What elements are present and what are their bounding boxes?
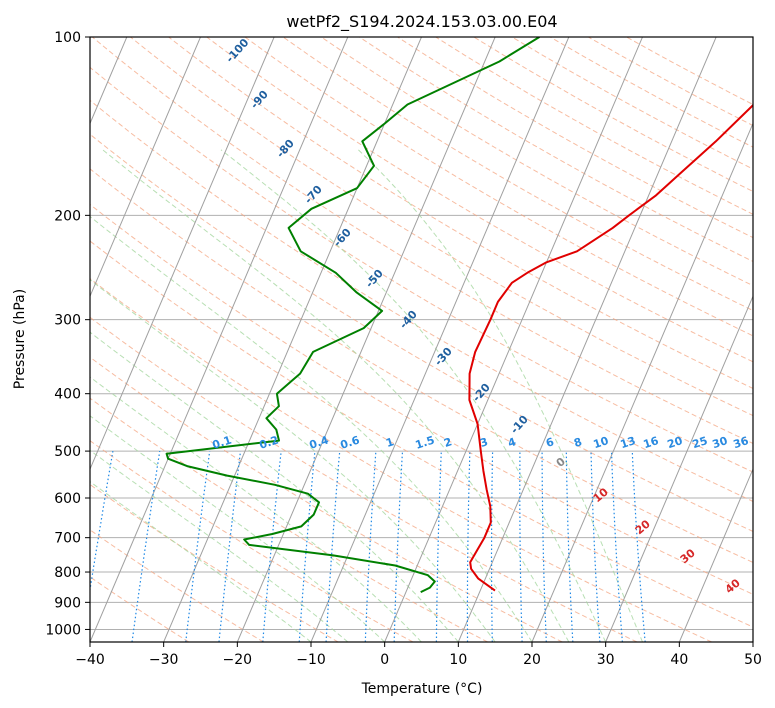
x-tick-label: 10 bbox=[449, 652, 467, 668]
mixing-ratio-line bbox=[298, 451, 316, 642]
x-tick-label: 20 bbox=[523, 652, 541, 668]
mixing-ratio-label: 0.6 bbox=[339, 433, 362, 451]
series-layer bbox=[165, 37, 753, 593]
y-tick-label: 900 bbox=[54, 595, 81, 611]
mixing-ratio-label: 25 bbox=[691, 434, 710, 451]
mixing-ratio-label: 8 bbox=[572, 435, 583, 450]
chart-title: wetPf2_S194.2024.153.03.00.E04 bbox=[286, 12, 557, 32]
y-axis-label: Pressure (hPa) bbox=[12, 289, 28, 389]
mixing-ratio-line bbox=[131, 451, 161, 642]
y-tick-label: 400 bbox=[54, 387, 81, 403]
y-tick-label: 500 bbox=[54, 444, 81, 460]
y-tick-label: 600 bbox=[54, 491, 81, 507]
dry-adiabat bbox=[91, 37, 753, 445]
mixing-ratio-label: 1.5 bbox=[414, 433, 437, 451]
y-tick-label: 100 bbox=[54, 30, 81, 46]
isotherm bbox=[457, 37, 717, 642]
mixing-ratio-label: 36 bbox=[732, 434, 751, 451]
isotherm bbox=[90, 37, 275, 471]
mixing-ratio-label: 0.4 bbox=[308, 433, 331, 451]
mixing-ratio-label: 0.1 bbox=[211, 433, 234, 451]
mixing-ratio-line bbox=[90, 450, 114, 594]
moist-adiabat bbox=[90, 215, 533, 642]
dry-adiabat bbox=[90, 133, 753, 533]
mixing-ratio-label: 6 bbox=[544, 435, 556, 450]
dry-adiabat bbox=[90, 440, 414, 642]
y-tick-label: 700 bbox=[54, 531, 81, 547]
isotherm bbox=[236, 37, 496, 642]
x-tick-label: −20 bbox=[223, 652, 253, 668]
y-axis: 100 200 300 400 500 600 700 800 900 1000 bbox=[45, 30, 90, 638]
x-tick-label: −30 bbox=[149, 652, 179, 668]
dry-adiabat bbox=[90, 240, 753, 628]
mixing-ratio-label: 1 bbox=[384, 435, 395, 450]
mixing-ratio-label: 2 bbox=[442, 435, 453, 450]
isotherm bbox=[678, 467, 753, 642]
mixing-ratio-label: 4 bbox=[506, 435, 518, 450]
dewpoint-profile bbox=[165, 37, 540, 593]
mixing-ratio-label: 13 bbox=[619, 434, 638, 451]
dry-adiabat bbox=[320, 37, 753, 287]
moist-adiabat bbox=[90, 415, 386, 642]
dry-adiabat bbox=[90, 397, 488, 642]
moist-adiabat bbox=[357, 149, 643, 642]
y-tick-label: 800 bbox=[54, 565, 81, 581]
dry-adiabat bbox=[90, 356, 563, 642]
mixing-ratio-label: 10 bbox=[592, 434, 611, 451]
moist-adiabat bbox=[90, 331, 459, 642]
mixing-ratio-line bbox=[185, 451, 211, 642]
background-lines bbox=[90, 37, 753, 642]
moist-adiabat bbox=[220, 149, 607, 642]
dry-adiabat bbox=[167, 37, 753, 389]
moist-adiabat bbox=[90, 481, 312, 642]
dry-adiabat bbox=[90, 316, 638, 642]
dry-adiabat bbox=[472, 37, 753, 193]
x-tick-label: 50 bbox=[744, 652, 762, 668]
isotherm bbox=[531, 122, 753, 642]
moist-adiabat bbox=[90, 376, 422, 642]
dry-adiabat bbox=[129, 37, 753, 417]
dry-adiabat bbox=[90, 203, 753, 595]
x-tick-label: 30 bbox=[597, 652, 615, 668]
x-axis-label: Temperature (°C) bbox=[361, 681, 483, 697]
isotherm bbox=[605, 295, 753, 642]
x-tick-label: −40 bbox=[75, 652, 105, 668]
plot-frame bbox=[89, 36, 754, 643]
isotherm bbox=[310, 37, 570, 642]
x-tick-label: −10 bbox=[296, 652, 326, 668]
dry-adiabat bbox=[396, 37, 753, 239]
mixing-ratio-label: 30 bbox=[711, 434, 730, 451]
mixing-ratio-label: 20 bbox=[666, 434, 685, 451]
dry-adiabat bbox=[434, 37, 753, 215]
x-axis: −40 −30 −20 −10 0 10 20 30 40 50 bbox=[75, 642, 762, 668]
y-tick-label: 200 bbox=[54, 208, 81, 224]
mixing-ratio-label: 16 bbox=[642, 434, 661, 451]
temperature-profile bbox=[468, 103, 753, 592]
mixing-ratio-line bbox=[631, 451, 646, 642]
mixing-ratio-label: 0.2 bbox=[258, 433, 281, 451]
isotherm bbox=[90, 37, 202, 298]
x-tick-label: 0 bbox=[380, 652, 389, 668]
isotherm bbox=[384, 37, 644, 642]
dry-adiabat bbox=[90, 278, 712, 642]
dry-adiabat bbox=[205, 37, 753, 363]
moist-adiabat bbox=[90, 279, 496, 642]
x-tick-label: 40 bbox=[670, 652, 688, 668]
isotherm bbox=[90, 37, 349, 642]
mixing-ratio-label: 3 bbox=[478, 435, 489, 450]
dry-adiabat bbox=[90, 66, 753, 473]
y-tick-label: 300 bbox=[54, 313, 81, 329]
y-tick-label: 1000 bbox=[45, 622, 81, 638]
mixing-ratio-line bbox=[218, 451, 242, 642]
dry-adiabat bbox=[282, 37, 753, 312]
mixing-ratio-line bbox=[262, 451, 282, 642]
isotherm bbox=[163, 37, 423, 642]
